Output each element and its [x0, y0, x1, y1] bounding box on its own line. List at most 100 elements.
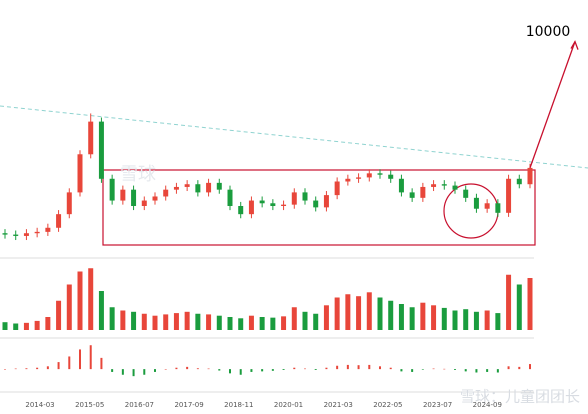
target-arrow	[529, 41, 576, 169]
x-tick-label: 2024-09	[473, 401, 502, 409]
macd-bar	[154, 369, 156, 372]
volume-bar	[109, 307, 115, 330]
candle-body	[420, 186, 426, 198]
candle-body	[259, 200, 265, 204]
volume-bar	[184, 311, 190, 330]
macd-bar	[207, 368, 210, 370]
candle-body	[345, 178, 351, 182]
macd-bar	[293, 367, 296, 370]
volume-bar	[216, 315, 222, 330]
x-tick-label: 2023-07	[423, 401, 452, 409]
volume-bar	[506, 274, 512, 330]
volume-bar	[88, 268, 94, 330]
candle-body	[88, 121, 94, 155]
macd-bar	[368, 364, 371, 370]
macd-bar	[46, 366, 49, 370]
macd-bar	[132, 369, 135, 377]
macd-bar	[464, 369, 467, 372]
macd-bar	[111, 369, 114, 372]
macd-bar	[346, 364, 349, 370]
macd-bar	[304, 368, 306, 370]
macd-bar	[421, 369, 424, 370]
candle-body	[120, 189, 126, 201]
candle-body	[281, 204, 287, 206]
macd-bar	[121, 369, 124, 375]
candle-body	[441, 184, 447, 186]
volume-bar	[141, 313, 147, 330]
volume-bar	[345, 294, 351, 330]
volume-bar	[45, 317, 51, 330]
macd-bar	[36, 367, 39, 370]
volume-bar	[23, 322, 29, 330]
candle-body	[195, 184, 201, 193]
macd-bar	[196, 368, 199, 370]
arrow-head	[570, 40, 579, 50]
volume-bar	[313, 313, 319, 330]
candle-body	[334, 181, 340, 196]
candle-body	[248, 200, 254, 215]
volume-bar	[495, 313, 501, 330]
candle-body	[527, 167, 533, 185]
candle-body	[227, 189, 233, 206]
volume-bar	[173, 313, 179, 330]
volume-bar	[527, 278, 533, 330]
candle-body	[313, 200, 319, 208]
volume-bar	[131, 311, 137, 330]
macd-bar	[164, 369, 167, 370]
volume-bar	[302, 311, 308, 330]
candle-body	[56, 214, 62, 228]
candle-body	[141, 200, 147, 206]
volume-bar	[281, 316, 287, 330]
candle-body	[34, 231, 40, 234]
macd-bar	[89, 345, 92, 370]
candle-body	[270, 203, 276, 206]
volume-bar	[409, 307, 415, 330]
candle-body	[452, 185, 458, 190]
candle-body	[66, 192, 72, 215]
volume-bar	[323, 305, 329, 330]
candle-body	[45, 227, 51, 232]
volume-bar	[270, 317, 276, 330]
macd-bar	[79, 349, 81, 370]
volume-bar	[195, 313, 201, 330]
macd-bar	[411, 369, 414, 372]
candle-body	[109, 178, 115, 201]
macd-bar	[186, 366, 189, 370]
range-box	[102, 169, 536, 246]
candle-body	[152, 196, 158, 201]
trend-line	[0, 105, 588, 169]
volume-bar	[452, 310, 458, 330]
volume-bar	[152, 315, 158, 330]
macd-bar	[443, 368, 446, 370]
macd-bar	[229, 369, 231, 374]
macd-bar	[389, 367, 392, 370]
volume-bar	[398, 304, 404, 330]
macd-bar	[325, 367, 328, 370]
volume-bar	[77, 271, 83, 330]
macd-bar	[57, 362, 60, 370]
watermark: 雪球	[120, 164, 156, 185]
candle-body	[206, 182, 212, 193]
target-label: 10000	[526, 24, 571, 40]
candle-body	[484, 203, 490, 209]
volume-bar	[248, 315, 254, 330]
candle-body	[495, 203, 501, 213]
volume-bar	[388, 300, 394, 330]
candle-body	[388, 174, 394, 179]
volume-bar	[259, 317, 265, 330]
macd-bar	[314, 369, 317, 370]
volume-bar	[463, 309, 469, 330]
volume-bar	[516, 284, 522, 330]
watermark: 雪球：儿童团团长	[460, 388, 580, 406]
volume-bar	[366, 292, 372, 330]
macd-bar	[454, 369, 456, 370]
macd-bar	[282, 369, 285, 370]
candle-body	[516, 178, 522, 185]
x-tick-label: 2016-07	[125, 401, 154, 409]
candle-body	[473, 197, 479, 209]
volume-bar	[291, 307, 297, 330]
macd-bar	[4, 369, 6, 370]
candle-body	[302, 192, 308, 201]
macd-bar	[475, 369, 478, 373]
